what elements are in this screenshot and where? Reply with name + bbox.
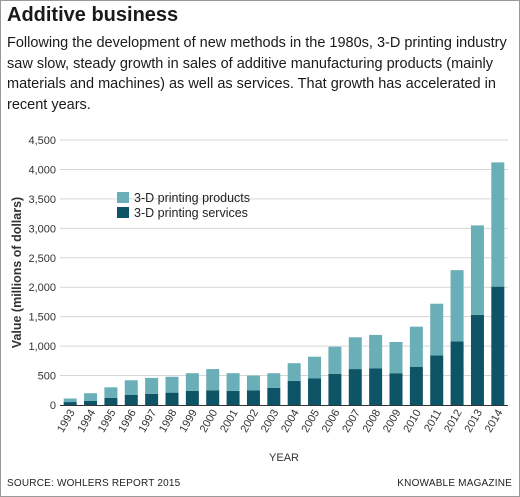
y-tick-label: 4,500 (28, 135, 56, 147)
bar-products-2012 (450, 270, 464, 342)
bar-products-2005 (308, 356, 322, 379)
legend-label: 3-D printing products (134, 191, 250, 205)
x-tick-label: 2007 (340, 408, 363, 435)
x-tick-label: 1996 (116, 408, 139, 435)
bar-products-2000 (206, 369, 220, 391)
bar-products-1993 (63, 398, 77, 403)
bar-products-1999 (185, 373, 199, 391)
bar-products-2013 (470, 225, 484, 315)
bar-products-2009 (389, 341, 403, 374)
bar-products-2004 (287, 363, 301, 381)
bar-products-2011 (430, 303, 444, 356)
bar-products-1995 (104, 387, 118, 398)
bar-products-1997 (145, 377, 159, 394)
bar-services-2008 (369, 368, 383, 405)
x-tick-label: 1997 (137, 408, 160, 435)
bar-products-1994 (84, 393, 98, 401)
y-tick-label: 2,500 (28, 253, 56, 265)
x-tick-label: 1995 (96, 408, 119, 435)
x-tick-label: 2012 (442, 408, 465, 435)
bar-services-1994 (84, 400, 98, 405)
x-tick-label: 2010 (401, 408, 424, 435)
y-axis-ticks: 0 500 1,000 1,500 2,000 2,500 3,000 3,500 4,000 4… (28, 135, 56, 412)
x-tick-label: 2014 (483, 408, 506, 435)
bar-products-2008 (369, 334, 383, 369)
bar-products-2002 (246, 375, 260, 391)
x-tick-label: 2003 (259, 408, 282, 435)
x-tick-label: 2002 (238, 408, 261, 435)
bar-services-1999 (185, 390, 199, 405)
bar-services-2000 (206, 390, 220, 405)
y-tick-label: 3,000 (28, 223, 56, 235)
bar-services-1998 (165, 392, 179, 405)
bar-services-1995 (104, 397, 118, 405)
x-tick-label: 1999 (177, 408, 200, 435)
bar-products-2007 (348, 337, 362, 370)
bar-services-2005 (308, 378, 322, 405)
y-tick-label: 2,000 (28, 282, 56, 294)
y-tick-label: 1,000 (28, 341, 56, 353)
x-tick-label: 2008 (361, 408, 384, 435)
x-axis-label: YEAR (269, 452, 299, 464)
y-tick-label: 4,000 (28, 164, 56, 176)
bar-products-1998 (165, 376, 179, 393)
bar-products-2003 (267, 373, 281, 388)
bar-services-2003 (267, 387, 281, 405)
bar-services-2012 (450, 341, 464, 405)
credit-note: KNOWABLE MAGAZINE (397, 478, 512, 489)
bar-services-2002 (246, 390, 260, 405)
chart-title: Additive business (7, 4, 179, 26)
y-tick-label: 3,500 (28, 194, 56, 206)
bar-products-2001 (226, 373, 240, 391)
legend-label: 3-D printing services (134, 206, 248, 220)
y-axis-label: Value (millions of dollars) (10, 197, 24, 348)
bar-services-2011 (430, 355, 444, 405)
x-tick-label: 2005 (300, 408, 323, 435)
source-note: SOURCE: WOHLERS REPORT 2015 (7, 478, 181, 489)
bar-services-2014 (491, 286, 505, 405)
bars (63, 162, 505, 405)
legend-swatch-services (117, 207, 129, 218)
x-tick-label: 1998 (157, 408, 180, 435)
bar-products-2006 (328, 346, 342, 374)
bar-products-1996 (124, 380, 138, 395)
bar-services-2001 (226, 390, 240, 405)
x-tick-label: 1994 (76, 408, 99, 435)
y-tick-label: 500 (38, 371, 56, 383)
y-tick-label: 0 (50, 400, 56, 412)
bar-services-2009 (389, 373, 403, 405)
x-tick-label: 2000 (198, 408, 221, 435)
bar-services-2004 (287, 380, 301, 405)
x-tick-label: 2013 (462, 408, 485, 435)
bar-services-2007 (348, 369, 362, 405)
bar-services-1993 (63, 402, 77, 405)
x-tick-label: 2001 (218, 408, 241, 435)
bar-services-2010 (409, 366, 423, 405)
bar-products-2014 (491, 162, 505, 287)
x-tick-label: 1993 (55, 408, 78, 435)
bar-services-1996 (124, 394, 138, 405)
bar-services-2013 (470, 314, 484, 405)
bar-products-2010 (409, 326, 423, 367)
x-tick-label: 2004 (279, 408, 302, 435)
bar-services-2006 (328, 373, 342, 405)
bar-services-1997 (145, 393, 159, 405)
chart-subtitle: Following the development of new methods… (7, 35, 507, 113)
legend-swatch-products (117, 192, 129, 203)
x-tick-label: 2011 (422, 408, 444, 434)
x-tick-label: 2006 (320, 408, 343, 435)
x-axis-ticks: 1993199419951996199719981999200020012002… (55, 408, 505, 435)
x-tick-label: 2009 (381, 408, 404, 435)
y-tick-label: 1,500 (28, 312, 56, 324)
